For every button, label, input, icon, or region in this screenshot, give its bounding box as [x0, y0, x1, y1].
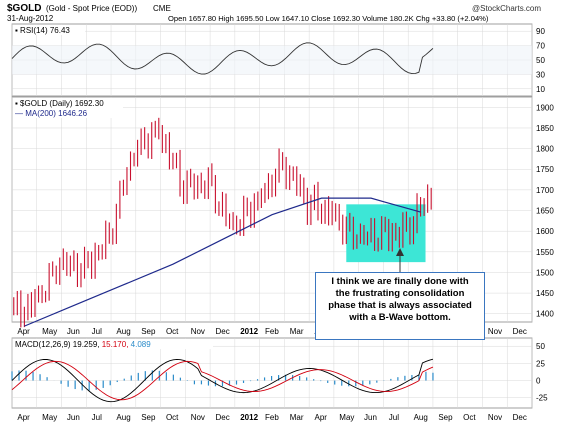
- x-tick-label-bottom: Oct: [166, 413, 179, 422]
- x-tick-label-bottom: Nov: [488, 413, 502, 422]
- x-tick-label-bottom: Oct: [463, 413, 476, 422]
- annotation-callout: I think we are finally done with the fru…: [315, 272, 485, 340]
- x-tick-label: Apr: [17, 327, 30, 336]
- x-tick-label-bottom: Apr: [17, 413, 30, 422]
- price-tick-label: 1750: [536, 165, 554, 174]
- chart-date: 31-Aug-2012: [7, 14, 54, 23]
- macd-label-bg: [13, 339, 213, 349]
- x-tick-label-bottom: Jun: [67, 413, 80, 422]
- rsi-tick-label: 70: [536, 42, 545, 51]
- macd-signal-line: [11, 360, 434, 401]
- x-tick-label: Nov: [191, 327, 205, 336]
- x-tick-label: Sep: [141, 327, 156, 336]
- annotation-line: phase that is always associated: [328, 300, 472, 311]
- macd-tick-label: 0: [536, 377, 541, 386]
- rsi-label-bg: [13, 25, 85, 35]
- x-tick-label: Oct: [166, 327, 179, 336]
- price-tick-label: 1850: [536, 124, 554, 133]
- x-tick-label-bottom: 2012: [240, 413, 258, 422]
- ma-label: — MA(200) 1646.26: [15, 109, 88, 118]
- rsi-line: [11, 42, 434, 75]
- callout-arrowhead: [396, 248, 404, 256]
- x-tick-label-bottom: Dec: [513, 413, 527, 422]
- price-tick-label: 1900: [536, 103, 554, 112]
- x-tick-label-bottom: Jun: [364, 413, 377, 422]
- macd-tick-label: -25: [536, 394, 548, 403]
- x-tick-label-bottom: Feb: [265, 413, 279, 422]
- x-tick-label-bottom: Mar: [290, 413, 304, 422]
- chart-name: (Gold - Spot Price (EOD)): [46, 4, 138, 13]
- x-tick-label-bottom: Dec: [215, 413, 229, 422]
- price-tick-label: 1600: [536, 227, 554, 236]
- x-tick-label: Jul: [92, 327, 102, 336]
- annotation-line: I think we are finally done with: [331, 276, 469, 287]
- macd-tick-label: 50: [536, 342, 545, 351]
- x-tick-label: 2012: [240, 327, 258, 336]
- x-tick-label: Dec: [215, 327, 229, 336]
- x-tick-label: Jun: [67, 327, 80, 336]
- x-tick-label-bottom: Aug: [414, 413, 428, 422]
- x-tick-label: Aug: [116, 327, 130, 336]
- x-tick-label: May: [42, 327, 57, 336]
- panel-frame: [11, 337, 533, 409]
- annotation-line: with a B-Wave bottom.: [349, 312, 451, 323]
- rsi-label: ▪ RSI(14) 76.43: [15, 26, 70, 35]
- x-tick-label-bottom: Aug: [116, 413, 130, 422]
- macd-label: MACD(12,26,9) 19.259, 15.170, 4.089: [15, 340, 151, 349]
- macd-tick-label: 25: [536, 359, 545, 368]
- price-tick-label: 1700: [536, 186, 554, 195]
- price-tick-label: 1400: [536, 310, 554, 319]
- price-tick-label: 1650: [536, 207, 554, 216]
- price-tick-label: 1450: [536, 289, 554, 298]
- ma200-line: [24, 197, 421, 327]
- macd-line: [11, 358, 434, 403]
- x-tick-label-bottom: Nov: [191, 413, 205, 422]
- price-tick-label: 1550: [536, 248, 554, 257]
- x-tick-label-bottom: May: [339, 413, 354, 422]
- price-tick-label: 1500: [536, 268, 554, 277]
- x-tick-label-bottom: Jul: [92, 413, 102, 422]
- x-tick-label-bottom: May: [42, 413, 57, 422]
- x-tick-label: Dec: [513, 327, 527, 336]
- rsi-band: [12, 45, 532, 75]
- price-tick-label: 1800: [536, 145, 554, 154]
- rsi-tick-label: 30: [536, 70, 545, 79]
- x-tick-label: Nov: [488, 327, 502, 336]
- x-tick-label-bottom: Sep: [438, 413, 453, 422]
- chart-ohlc: Open 1657.80 High 1695.50 Low 1647.10 Cl…: [168, 14, 489, 23]
- x-tick-label-bottom: Jul: [389, 413, 399, 422]
- chart-symbol: $GOLD: [7, 3, 42, 14]
- x-tick-label-bottom: Apr: [315, 413, 328, 422]
- consolidation-box: [346, 204, 426, 263]
- x-tick-label: Feb: [265, 327, 279, 336]
- price-label-bg: [13, 98, 123, 118]
- price-label: ▪ $GOLD (Daily) 1692.30: [15, 99, 104, 108]
- rsi-tick-label: 50: [536, 56, 545, 65]
- rsi-tick-label: 10: [536, 85, 545, 94]
- chart-watermark: @StockCharts.com: [472, 4, 542, 13]
- x-tick-label-bottom: Sep: [141, 413, 156, 422]
- annotation-line: the frustrating consolidation: [335, 288, 465, 299]
- x-tick-label: Mar: [290, 327, 304, 336]
- chart-exchange: CME: [153, 4, 171, 13]
- rsi-tick-label: 90: [536, 27, 545, 36]
